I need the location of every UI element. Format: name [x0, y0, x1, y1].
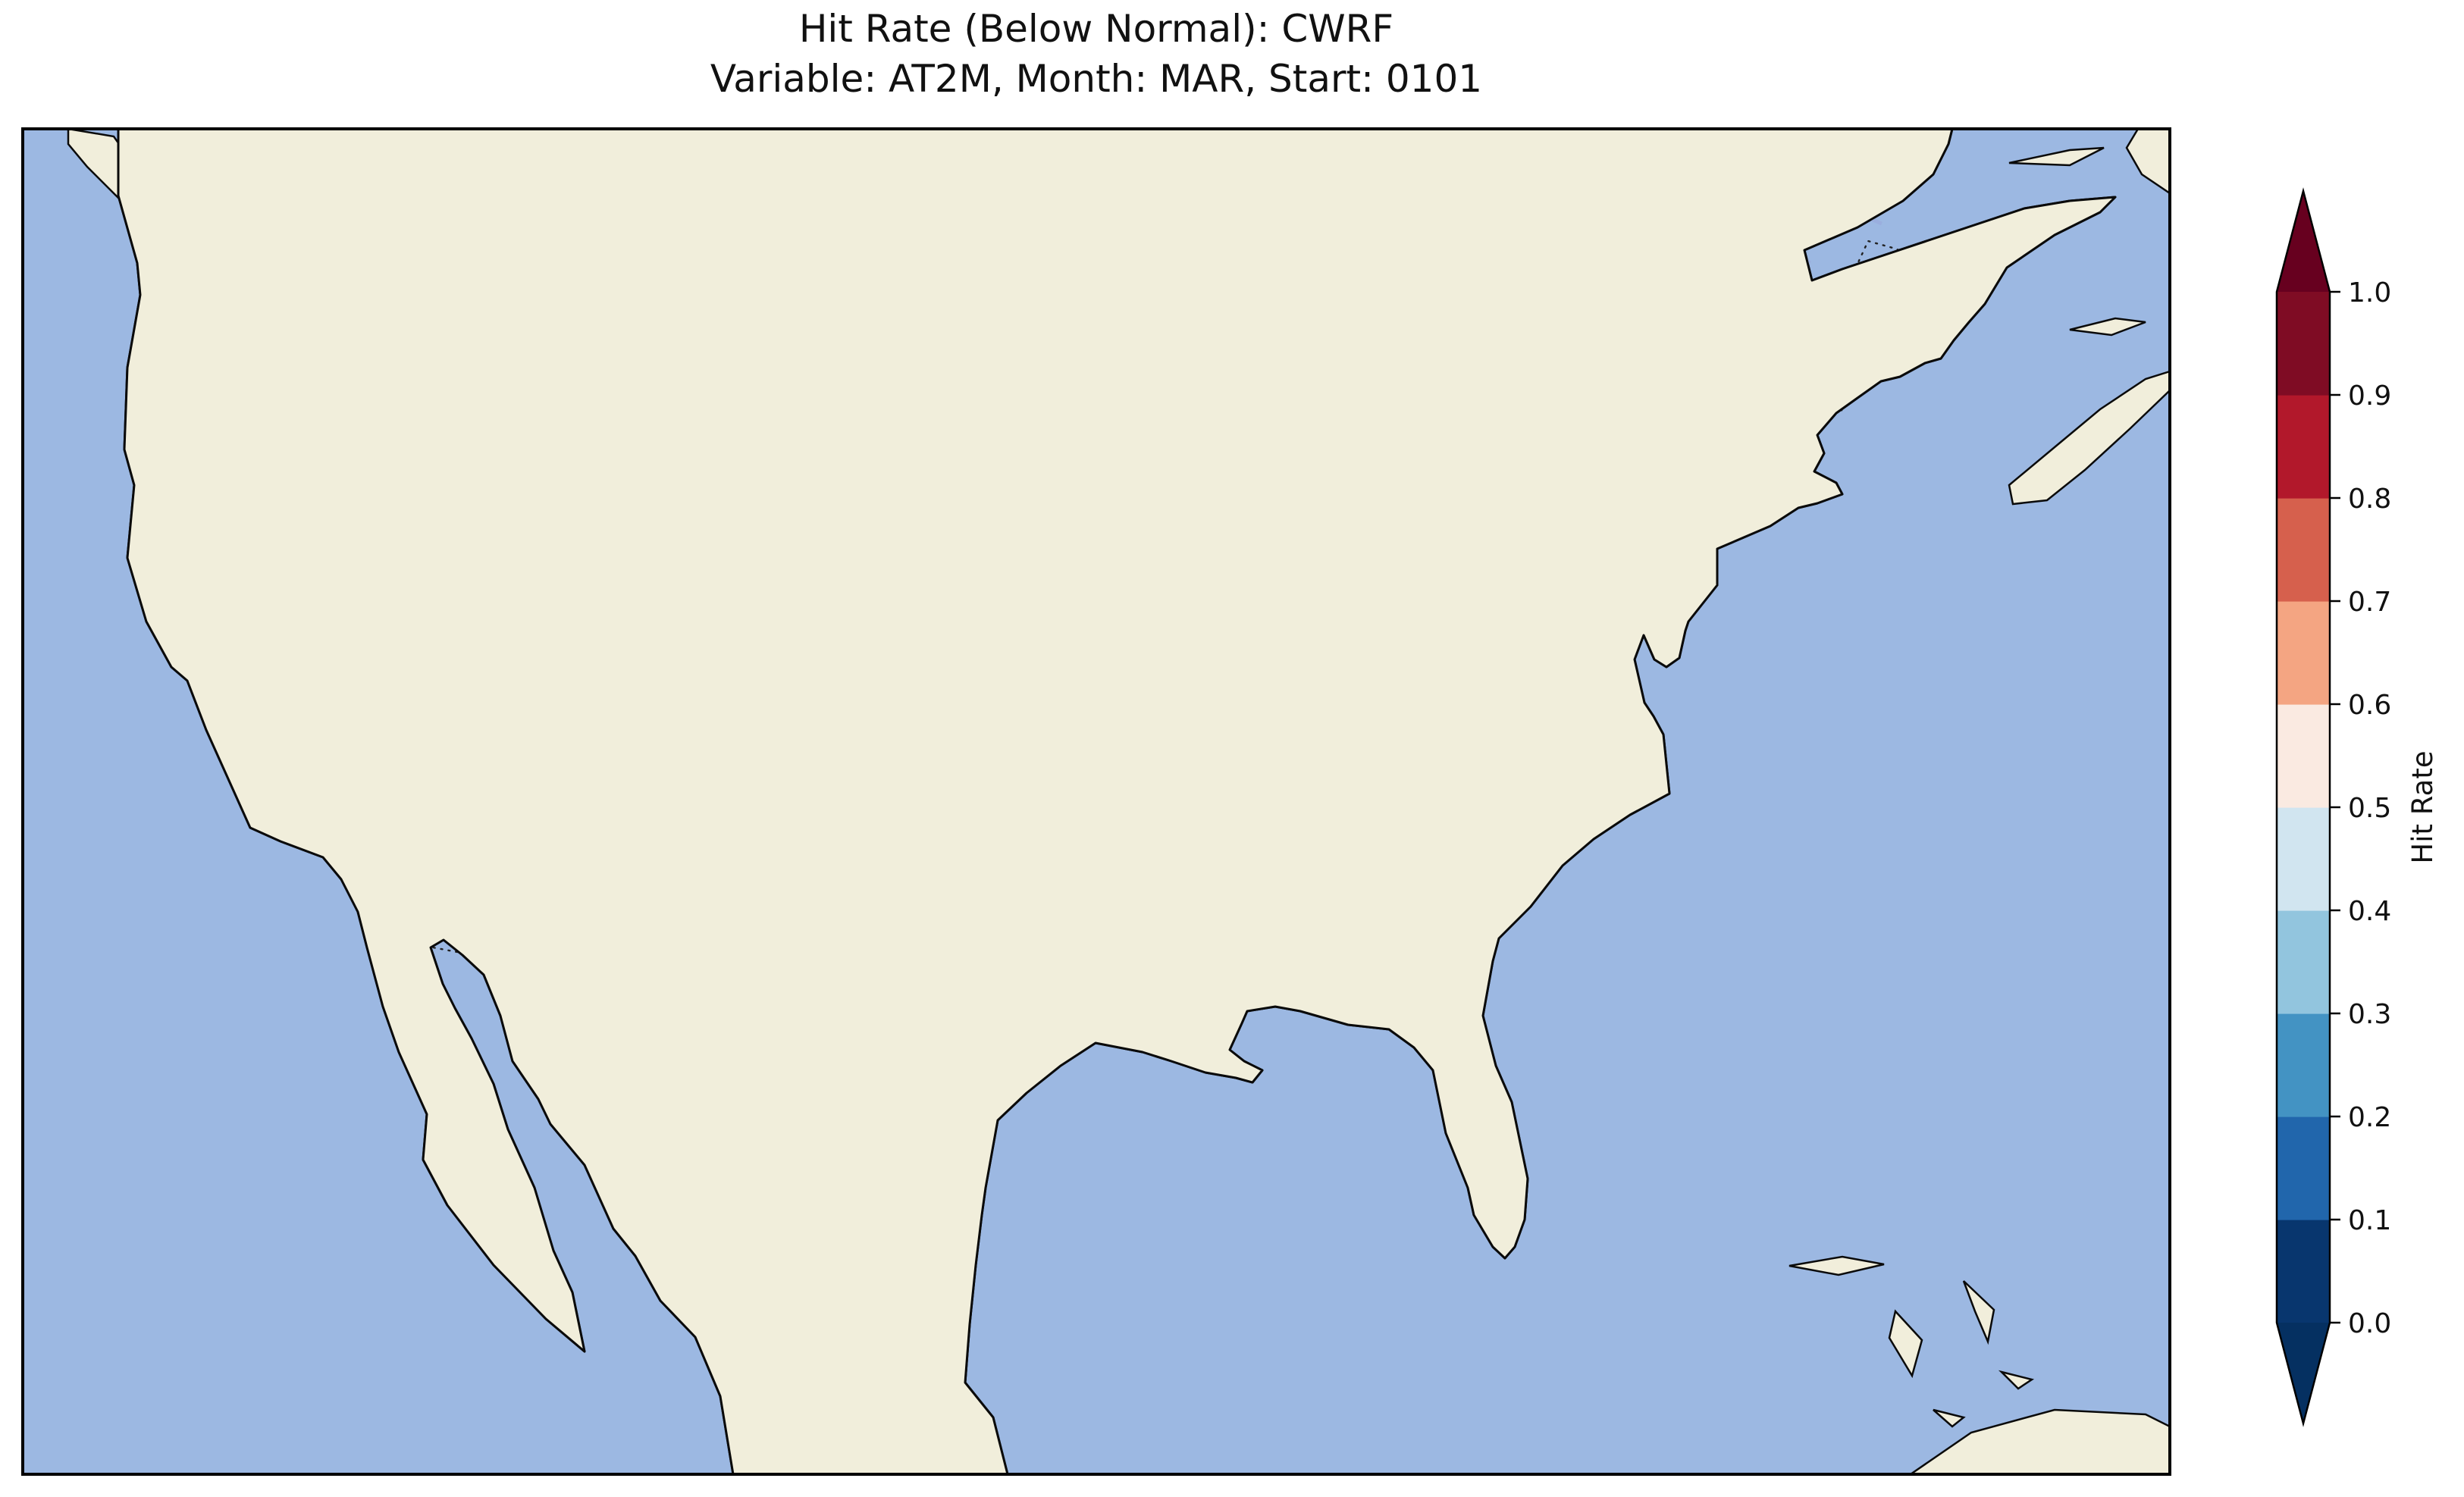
colorbar-segment — [2277, 807, 2330, 911]
colorbar-tick-label: 0.5 — [2348, 793, 2391, 824]
bahamas-island — [1962, 1280, 1995, 1345]
figure-title: Hit Rate (Below Normal): CWRF — [799, 7, 1393, 51]
colorbar-segment — [2277, 498, 2330, 602]
colorbar-tick-label: 0.0 — [2348, 1308, 2391, 1339]
colorbar-tick-label: 0.1 — [2348, 1205, 2391, 1236]
colorbar-segment — [2277, 601, 2330, 705]
colorbar-axis-label: Hit Rate — [2406, 750, 2439, 863]
newfoundland-corner — [2125, 129, 2170, 195]
colorbar-segment — [2277, 704, 2330, 808]
colorbar-tick-label: 0.3 — [2348, 999, 2391, 1030]
bahamas-island — [1998, 1370, 2035, 1390]
colorbar-tick-label: 0.7 — [2348, 587, 2391, 618]
bahamas-island — [1933, 1408, 1966, 1428]
anticosti-island — [2008, 146, 2105, 167]
colorbar-segment — [2277, 395, 2330, 499]
colorbar-under-arrow — [2277, 1323, 2330, 1423]
colorbar-tick-label: 0.8 — [2348, 484, 2391, 515]
colorbar-tick-label: 0.4 — [2348, 896, 2391, 927]
map-panel — [23, 129, 2170, 1474]
colorbar-segment — [2277, 1220, 2330, 1323]
colorbar-segment — [2277, 910, 2330, 1014]
colorbar-segment — [2277, 292, 2330, 396]
map-frame — [21, 127, 2171, 1476]
bahamas-island — [1788, 1255, 1885, 1276]
colorbar-tick-label: 0.2 — [2348, 1102, 2391, 1133]
colorbar-tick-label: 0.9 — [2348, 381, 2391, 412]
colorbar-over-arrow — [2277, 191, 2330, 292]
cuba — [1908, 1408, 2170, 1474]
islands — [67, 129, 2170, 1474]
colorbar-segment — [2277, 1013, 2330, 1117]
nova-scotia — [2008, 370, 2170, 506]
colorbar: 0.0 0.1 0.2 0.3 0.4 0.5 0.6 0.7 0.8 0.9 1.0 — [2275, 187, 2391, 1427]
bahamas-island — [1888, 1309, 1923, 1379]
colorbar-segment — [2277, 1116, 2330, 1220]
prince-edward-island — [2069, 317, 2146, 337]
figure-subtitle: Variable: AT2M, Month: MAR, Start: 0101 — [710, 57, 1482, 101]
colorbar-tick-label: 1.0 — [2348, 277, 2391, 308]
colorbar-tick-label: 0.6 — [2348, 690, 2391, 721]
